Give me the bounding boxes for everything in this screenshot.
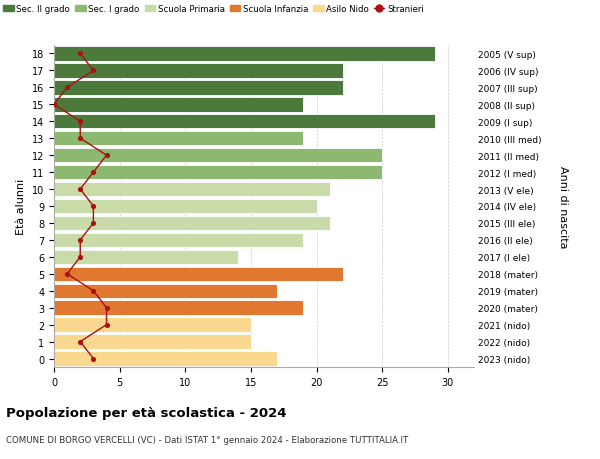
Point — [62, 270, 72, 278]
Bar — [54, 182, 329, 197]
Bar — [54, 233, 304, 247]
Bar — [54, 81, 343, 95]
Y-axis label: Anni di nascita: Anni di nascita — [559, 165, 568, 248]
Bar — [54, 98, 304, 112]
Bar — [54, 352, 277, 366]
Legend: Sec. II grado, Sec. I grado, Scuola Primaria, Scuola Infanzia, Asilo Nido, Stran: Sec. II grado, Sec. I grado, Scuola Prim… — [0, 2, 427, 18]
Bar — [54, 335, 251, 349]
Bar — [54, 301, 304, 315]
Y-axis label: Età alunni: Età alunni — [16, 179, 26, 235]
Bar — [54, 64, 343, 78]
Text: Popolazione per età scolastica - 2024: Popolazione per età scolastica - 2024 — [6, 406, 287, 419]
Bar — [54, 166, 382, 180]
Point — [89, 203, 98, 210]
Bar — [54, 216, 329, 230]
Point — [76, 50, 85, 58]
Point — [102, 321, 112, 329]
Bar — [54, 267, 343, 281]
Point — [89, 220, 98, 227]
Point — [76, 118, 85, 126]
Point — [76, 338, 85, 346]
Point — [89, 169, 98, 176]
Point — [62, 84, 72, 92]
Point — [89, 355, 98, 363]
Bar — [54, 284, 277, 298]
Point — [89, 287, 98, 295]
Point — [76, 135, 85, 143]
Text: COMUNE DI BORGO VERCELLI (VC) - Dati ISTAT 1° gennaio 2024 - Elaborazione TUTTIT: COMUNE DI BORGO VERCELLI (VC) - Dati IST… — [6, 435, 408, 444]
Bar — [54, 47, 434, 62]
Point — [76, 186, 85, 193]
Point — [89, 67, 98, 75]
Bar — [54, 132, 304, 146]
Bar — [54, 149, 382, 163]
Point — [102, 152, 112, 159]
Point — [102, 304, 112, 312]
Bar — [54, 250, 238, 264]
Bar — [54, 318, 251, 332]
Bar — [54, 115, 434, 129]
Point — [49, 101, 59, 109]
Point — [76, 237, 85, 244]
Point — [76, 254, 85, 261]
Bar — [54, 199, 317, 214]
